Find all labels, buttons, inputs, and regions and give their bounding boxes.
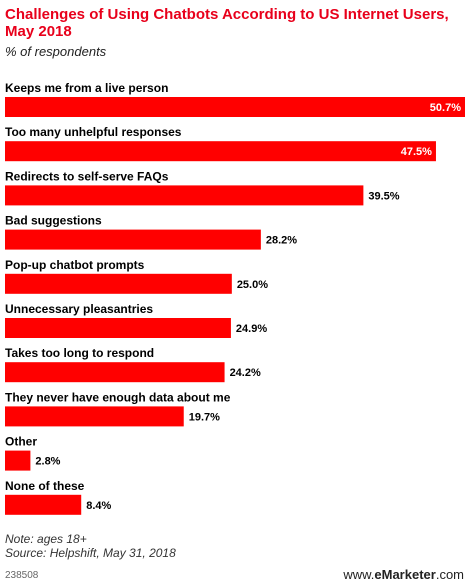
value-label-none-of-these: 8.4%	[86, 500, 111, 512]
chart-title: Challenges of Using Chatbots According t…	[5, 6, 449, 40]
bar-chart: Keeps me from a live person 50.7% Too many…	[5, 81, 465, 515]
value-label-redirects-to-self-serve-faqs: 39.5%	[368, 190, 399, 202]
category-label-takes-too-long-to-respond: Takes too long to respond	[5, 346, 154, 360]
category-label-keeps-me-from-a-live-person: Keeps me from a live person	[5, 81, 168, 95]
source-text: Source: Helpshift, May 31, 2018	[5, 546, 176, 560]
value-label-keeps-me-from-a-live-person: 50.7%	[430, 102, 461, 114]
bar-pop-up-chatbot-prompts	[5, 273, 232, 294]
category-label-redirects-to-self-serve-faqs: Redirects to self-serve FAQs	[5, 169, 169, 183]
bar-redirects-to-self-serve-faqs	[5, 185, 364, 206]
category-label-pop-up-chatbot-prompts: Pop-up chatbot prompts	[5, 258, 145, 272]
value-label-pop-up-chatbot-prompts: 25.0%	[237, 279, 268, 291]
bar-keeps-me-from-a-live-person	[5, 97, 465, 117]
bar-unnecessary-pleasantries	[5, 318, 231, 338]
category-label-they-never-have-enough-data-about-me: They never have enough data about me	[5, 390, 231, 404]
bar-other	[5, 450, 31, 471]
brand-prefix: www.	[343, 567, 375, 582]
value-label-bad-suggestions: 28.2%	[266, 235, 297, 247]
bar-too-many-unhelpful-responses	[5, 141, 436, 162]
note-text: Note: ages 18+	[5, 532, 87, 546]
bar-none-of-these	[5, 494, 82, 515]
bar-takes-too-long-to-respond	[5, 362, 225, 383]
category-label-unnecessary-pleasantries: Unnecessary pleasantries	[5, 302, 153, 316]
category-label-none-of-these: None of these	[5, 479, 85, 493]
brand-suffix: .com	[435, 567, 464, 582]
category-label-bad-suggestions: Bad suggestions	[5, 214, 102, 228]
value-label-other: 2.8%	[35, 456, 60, 468]
value-label-they-never-have-enough-data-about-me: 19.7%	[189, 411, 220, 423]
bar-they-never-have-enough-data-about-me	[5, 406, 184, 427]
category-label-other: Other	[5, 435, 37, 449]
footer: 238508 www.eMarketer.com	[0, 565, 470, 587]
value-label-takes-too-long-to-respond: 24.2%	[230, 367, 261, 379]
chart-subtitle: % of respondents	[5, 44, 107, 59]
chart-notes: Note: ages 18+ Source: Helpshift, May 31…	[5, 532, 176, 560]
value-label-too-many-unhelpful-responses: 47.5%	[401, 146, 432, 158]
chart-id: 238508	[5, 570, 39, 581]
bar-bad-suggestions	[5, 229, 261, 250]
brand-logo[interactable]: www.eMarketer.com	[343, 567, 464, 582]
category-label-too-many-unhelpful-responses: Too many unhelpful responses	[5, 125, 182, 139]
value-label-unnecessary-pleasantries: 24.9%	[236, 323, 267, 335]
brand-name: eMarketer	[374, 567, 436, 582]
